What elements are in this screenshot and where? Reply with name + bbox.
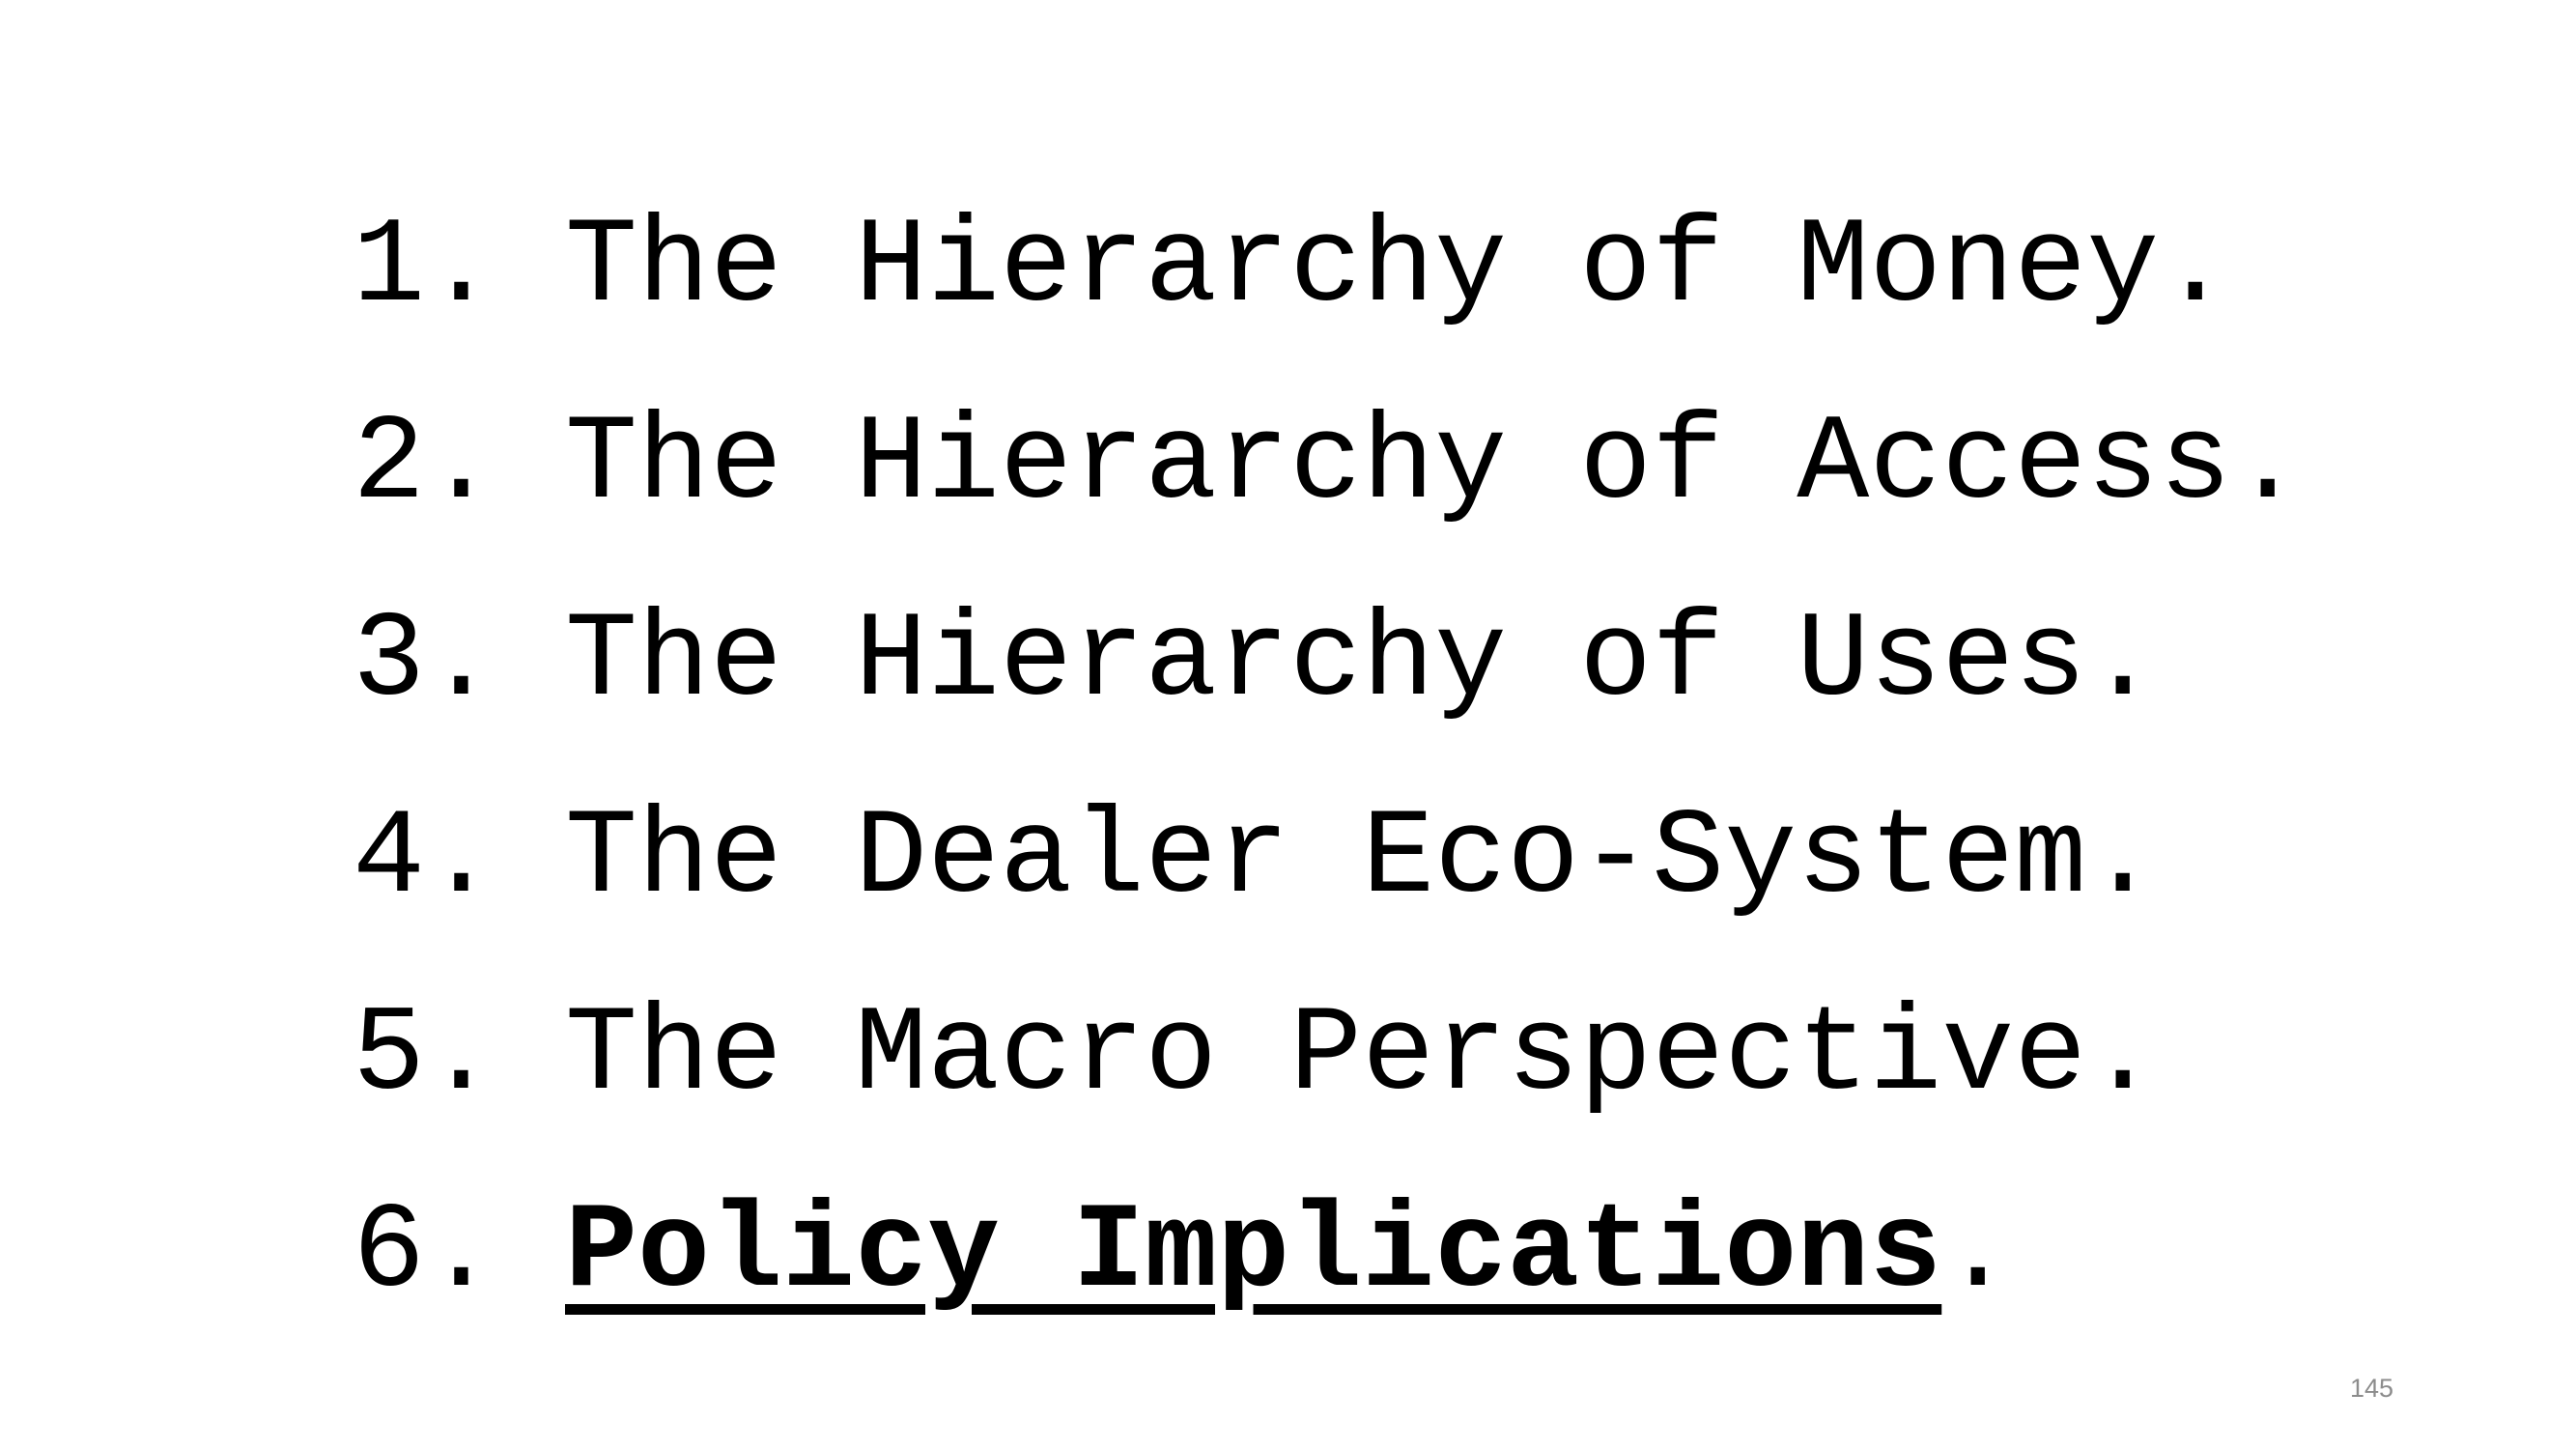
agenda-item-number: 6. (353, 1184, 498, 1321)
agenda-item-number: 4. (353, 790, 498, 927)
agenda-item-number: 1. (353, 199, 498, 336)
agenda-item-text: The Hierarchy of Uses (565, 593, 2087, 730)
agenda-item-text-highlighted: Policy Implications (565, 1184, 1942, 1321)
page-number: 145 (2349, 1374, 2393, 1403)
agenda-list: 1. The Hierarchy of Money. 2. The Hierarch… (353, 169, 2304, 1351)
agenda-item-5: 5. The Macro Perspective. (353, 957, 2304, 1154)
agenda-item-2: 2. The Hierarchy of Access. (353, 366, 2304, 563)
agenda-item-1: 1. The Hierarchy of Money. (353, 169, 2304, 366)
agenda-item-6-current: 6. Policy Implications. (353, 1154, 2304, 1351)
agenda-item-period: . (2086, 790, 2160, 927)
agenda-item-period: . (1941, 1184, 2015, 1321)
agenda-item-number: 5. (353, 987, 498, 1124)
agenda-item-text: The Macro Perspective (565, 987, 2087, 1124)
agenda-item-text: The Hierarchy of Money (565, 199, 2160, 336)
agenda-item-period: . (2086, 987, 2160, 1124)
agenda-item-4: 4. The Dealer Eco-System. (353, 760, 2304, 957)
agenda-item-number: 3. (353, 593, 498, 730)
agenda-item-text: The Hierarchy of Access (565, 396, 2232, 533)
agenda-item-period: . (2159, 199, 2232, 336)
agenda-item-period: . (2231, 396, 2305, 533)
agenda-item-text: The Dealer Eco-System (565, 790, 2087, 927)
agenda-item-number: 2. (353, 396, 498, 533)
agenda-item-period: . (2086, 593, 2160, 730)
agenda-item-3: 3. The Hierarchy of Uses. (353, 563, 2304, 760)
